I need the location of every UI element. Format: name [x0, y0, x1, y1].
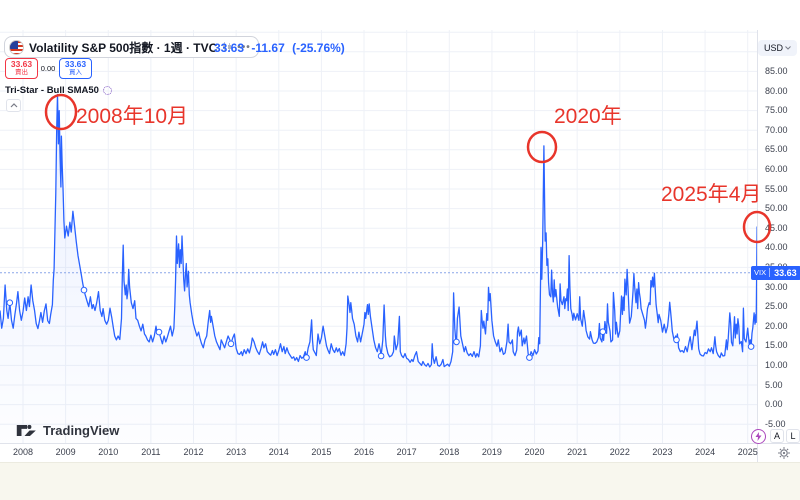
price-tick-label: 65.00	[765, 144, 788, 155]
tri-star-marker	[526, 354, 533, 361]
loading-spinner-icon	[102, 86, 112, 95]
buy-price: 33.63	[64, 59, 87, 70]
price-tick-label: 10.00	[765, 359, 788, 370]
year-tick-label: 2012	[183, 447, 204, 457]
year-tick-label: 2011	[141, 447, 161, 457]
price-tick-label: 0.00	[765, 399, 783, 410]
badge-symbol: VIX	[751, 268, 771, 278]
year-tick-label: 2014	[268, 447, 289, 457]
price-tick-label: 5.00	[765, 379, 783, 390]
tradingview-watermark: TradingView	[16, 423, 119, 438]
price-tick-label: 40.00	[765, 242, 788, 253]
auto-scale-button[interactable]: A	[770, 429, 784, 443]
price-tick-label: 70.00	[765, 124, 788, 135]
bottom-margin-strip	[0, 462, 800, 500]
annotation-2008: 2008年10月	[76, 105, 189, 128]
year-tick-label: 2018	[439, 447, 460, 457]
instant-order-icon[interactable]	[751, 429, 766, 444]
currency-dropdown[interactable]: USD	[758, 40, 797, 56]
year-tick-label: 2016	[354, 447, 375, 457]
tri-star-marker	[6, 299, 14, 307]
buy-button[interactable]: 33.63 買入	[59, 58, 92, 79]
price-tick-label: 25.00	[765, 301, 788, 312]
sell-label: 賣出	[15, 69, 28, 77]
year-tick-label: 2015	[311, 447, 332, 457]
quote-readout: 33.63 -11.67 (-25.76%)	[214, 41, 349, 55]
price-tick-label: 85.00	[765, 65, 788, 76]
annotation-2025: 2025年4月	[661, 183, 762, 206]
year-tick-label: 2023	[652, 447, 673, 457]
tri-star-marker	[227, 340, 235, 348]
year-tick-label: 2022	[609, 447, 630, 457]
tri-star-marker	[599, 328, 607, 336]
symbol-title[interactable]: Volatility S&P 500指數 · 1週 · TVC	[29, 40, 218, 55]
annotation-2020: 2020年	[554, 105, 622, 128]
tri-star-marker	[453, 338, 460, 346]
time-axis-separator	[0, 443, 800, 444]
price-tick-label: 55.00	[765, 183, 788, 194]
year-tick-label: 2009	[55, 447, 76, 457]
price-tick-label: 30.00	[765, 281, 788, 292]
collapse-legend-button[interactable]	[6, 99, 21, 112]
sell-price: 33.63	[10, 59, 33, 70]
last-price: 33.63	[214, 41, 245, 55]
buy-label: 買入	[69, 69, 82, 77]
price-change: -11.67	[251, 41, 285, 55]
instrument-logo-icon	[9, 39, 24, 55]
year-tick-label: 2024	[695, 447, 716, 457]
price-tick-label: 15.00	[765, 340, 788, 351]
year-tick-label: 2010	[98, 447, 119, 457]
price-tick-label: -5.00	[765, 418, 786, 429]
year-tick-label: 2017	[396, 447, 417, 457]
current-price-badge: VIX 33.63	[751, 265, 800, 280]
tri-star-marker	[673, 336, 680, 344]
year-tick-label: 2025	[737, 447, 758, 457]
price-tick-label: 50.00	[765, 203, 788, 214]
more-options-icon[interactable]: •••	[237, 41, 251, 53]
currency-label: USD	[763, 43, 783, 53]
tradingview-logo-icon	[16, 424, 36, 436]
price-tick-label: 75.00	[765, 105, 788, 116]
vix-area-fill	[0, 94, 757, 443]
year-tick-label: 2013	[226, 447, 247, 457]
year-tick-label: 2020	[524, 447, 545, 457]
price-change-percent: (-25.76%)	[292, 41, 345, 55]
candlestick-icon	[222, 42, 232, 52]
gear-icon[interactable]	[778, 446, 790, 464]
price-tick-label: 45.00	[765, 222, 788, 233]
sell-button[interactable]: 33.63 賣出	[5, 58, 38, 79]
spread-value: 0.00	[40, 64, 56, 73]
tri-star-marker	[747, 343, 755, 350]
price-tick-label: 60.00	[765, 163, 788, 174]
tri-star-marker	[80, 286, 88, 294]
year-tick-label: 2021	[567, 447, 588, 457]
tri-star-marker	[155, 328, 163, 336]
price-axis-separator	[757, 30, 758, 462]
indicator-legend[interactable]: Tri-Star - Bull SMA50	[5, 85, 112, 96]
price-tick-label: 20.00	[765, 320, 788, 331]
year-tick-label: 2008	[12, 447, 34, 457]
indicator-name[interactable]: Tri-Star - Bull SMA50	[5, 85, 99, 96]
vix-line	[0, 93, 757, 368]
price-tick-label: 80.00	[765, 85, 788, 96]
watermark-text: TradingView	[43, 423, 120, 438]
badge-price: 33.63	[774, 267, 797, 278]
tri-star-marker	[377, 352, 385, 360]
chevron-down-icon	[785, 46, 791, 50]
log-scale-button[interactable]: L	[786, 429, 800, 443]
tri-star-marker	[303, 354, 310, 361]
price-chart-pane[interactable]	[0, 0, 757, 443]
symbol-legend[interactable]: Volatility S&P 500指數 · 1週 · TVC •••	[4, 36, 259, 58]
year-tick-label: 2019	[481, 447, 502, 457]
